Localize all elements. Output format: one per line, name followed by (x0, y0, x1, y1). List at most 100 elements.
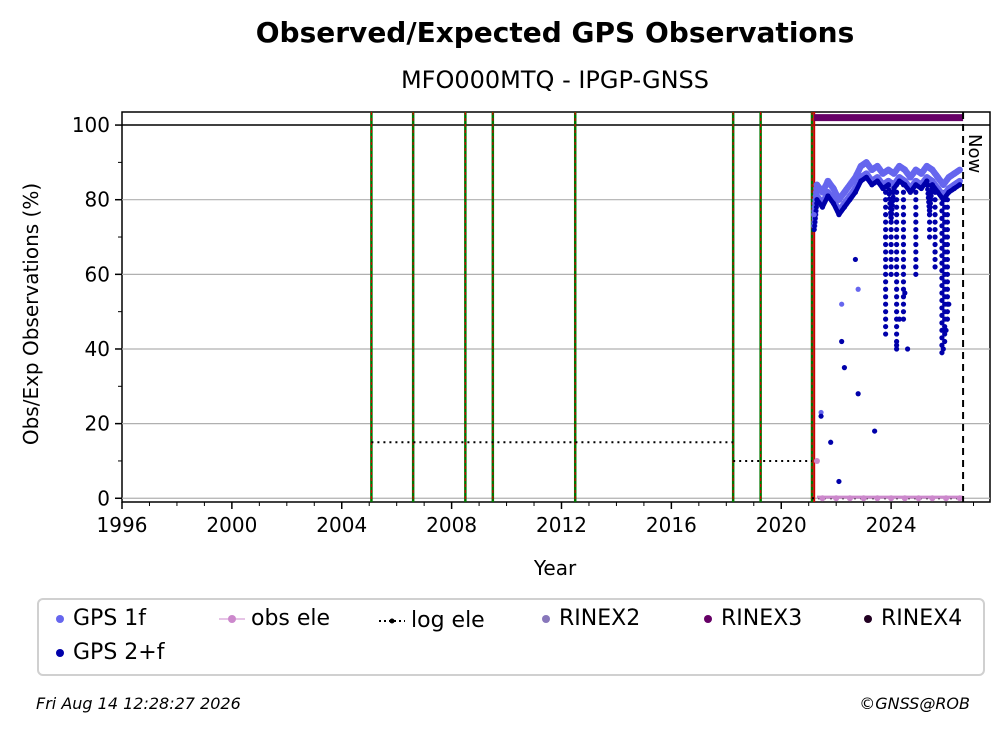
drop-point (939, 268, 945, 274)
drop-point (944, 271, 951, 277)
drop-point (894, 241, 900, 248)
y-tick-label: 0 (97, 486, 110, 510)
drop-point (894, 301, 900, 307)
legend-label-rinex3: RINEX3 (721, 606, 803, 631)
x-tick-label: 2020 (756, 513, 807, 537)
drop-point (894, 256, 900, 263)
drop-point (913, 249, 919, 255)
gps2f-point (902, 182, 908, 188)
drop-point (883, 294, 889, 300)
log-ele-marker-icon (379, 618, 405, 623)
drop-point (883, 226, 889, 233)
drop-point (883, 323, 889, 330)
gps2f-point (886, 187, 892, 192)
gps2f-point (863, 174, 869, 180)
drop-point (894, 197, 900, 203)
drop-point (932, 241, 938, 248)
gps1f-point (902, 167, 908, 173)
gps1f-point (880, 170, 886, 177)
now-label: Now (964, 134, 985, 173)
drop-point (888, 264, 894, 270)
drop-point (944, 309, 951, 315)
drop-point (932, 234, 938, 240)
x-tick-label: 2004 (316, 513, 367, 537)
drop-point (913, 197, 919, 203)
gps2f-point (924, 178, 930, 184)
gps2f-point (886, 191, 892, 197)
gps2f-point (946, 301, 952, 307)
gps1f-point (814, 182, 820, 188)
drop-point (932, 197, 938, 203)
drop-point (939, 320, 945, 326)
gps1f-point (863, 159, 869, 165)
gps2f-point (951, 185, 957, 192)
gps1f-point (956, 177, 963, 185)
drop-point (883, 286, 889, 292)
gps1f-point (935, 174, 941, 180)
gps2f-point (841, 365, 848, 371)
drop-point (926, 234, 933, 240)
drop-point (939, 253, 945, 259)
drop-point (944, 204, 951, 210)
legend-item-gps1f: GPS 1f (53, 606, 146, 631)
drop-point (913, 256, 919, 263)
footer-timestamp: Fri Aug 14 12:28:27 2026 (36, 694, 241, 713)
gps2f-point (813, 204, 819, 210)
drop-point (900, 226, 907, 233)
gps2f-point (890, 202, 895, 208)
gps2f-point (907, 189, 913, 195)
gps2f-point (896, 178, 902, 184)
plot-area: 0 20 40 60 80 100 1996 2000 2004 2008 2012 2016 2020… (72, 111, 991, 537)
gps1f-point (825, 178, 831, 184)
gps2f-point (928, 201, 933, 206)
legend-label-obs-ele: obs ele (251, 606, 331, 631)
gps2f-point (872, 428, 878, 434)
gps2f-point (894, 342, 900, 348)
drop-point (883, 271, 889, 277)
gps2f-point (913, 264, 919, 270)
gps1f-marker-icon (56, 614, 64, 623)
drop-point (944, 286, 951, 292)
legend-item-rinex4: RINEX4 (861, 606, 962, 631)
gps2f-point (928, 193, 934, 199)
drop-point (894, 212, 900, 218)
legend-label-gps1f: GPS 1f (73, 606, 147, 631)
gps2f-point (896, 316, 902, 322)
drop-point (883, 197, 889, 203)
drop-point (883, 204, 889, 210)
gps2f-point (943, 327, 949, 333)
drop-point (932, 226, 938, 233)
legend: GPS 1f obs ele log ele RINEX2 RINEX3 RIN… (37, 598, 985, 676)
gps2f-point (890, 198, 896, 204)
drop-point (900, 234, 907, 240)
gps2f-point (869, 182, 875, 188)
gps2f-point (928, 197, 934, 203)
drop-point (900, 189, 907, 195)
drop-point (883, 256, 889, 263)
gps1f-point (924, 163, 930, 169)
drop-point (894, 271, 900, 277)
gps1f-point (839, 301, 845, 307)
gps2f-point (957, 182, 963, 188)
drop-point (913, 189, 919, 195)
gps2f-point (891, 185, 897, 192)
gps2f-point (812, 219, 818, 225)
drop-point (939, 312, 945, 318)
y-tick-label: 80 (85, 188, 110, 212)
gps2f-point (890, 194, 896, 200)
drop-point (894, 279, 900, 285)
gps1f-point (929, 167, 935, 173)
drop-point (883, 301, 889, 307)
gps1f-point (885, 167, 891, 173)
y-tick-label: 100 (72, 113, 110, 137)
drop-point (894, 338, 900, 345)
legend-label-rinex4: RINEX4 (881, 606, 963, 631)
gps2f-point (940, 346, 946, 352)
legend-item-rinex2: RINEX2 (539, 606, 640, 631)
gps2f-point (852, 189, 859, 195)
gps2f-point (858, 178, 864, 184)
gps2f-point (946, 189, 952, 195)
chart-subtitle: MFO000MTQ - IPGP-GNSS (401, 66, 709, 94)
drop-point (900, 204, 907, 210)
